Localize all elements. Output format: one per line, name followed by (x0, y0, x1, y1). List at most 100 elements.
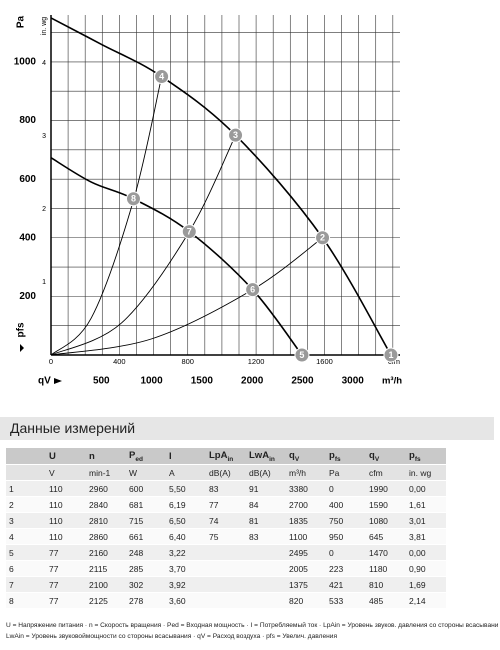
data-cell: 2115 (86, 561, 126, 576)
data-cell: 750 (326, 513, 366, 528)
data-cell (246, 561, 286, 576)
data-cell: 83 (206, 481, 246, 496)
unit-cell: dB(A) (206, 465, 246, 480)
data-cell: 75 (206, 529, 246, 544)
data-cell (206, 561, 246, 576)
header-text: LwA (249, 449, 270, 461)
y-tick-label: 800 (19, 115, 36, 126)
data-cell: 6 (6, 561, 46, 576)
header-text: q (289, 449, 295, 461)
data-cell: 2160 (86, 545, 126, 560)
data-cell: 0 (326, 545, 366, 560)
point-label: 4 (159, 71, 164, 81)
data-cell: 1080 (366, 513, 406, 528)
data-cell: 4 (6, 529, 46, 544)
data-cell: 84 (246, 497, 286, 512)
header-cell: Ped (126, 448, 166, 464)
x-tick-label: 3000 (342, 376, 365, 387)
data-cell: 681 (126, 497, 166, 512)
y2-tick-label: 4 (42, 60, 46, 67)
unit-cell: V (46, 465, 86, 480)
data-cell: 0,90 (406, 561, 446, 576)
data-cell (246, 593, 286, 608)
data-cell: 1 (6, 481, 46, 496)
data-cell: 81 (246, 513, 286, 528)
data-cell: 110 (46, 529, 86, 544)
header-sub: in (227, 455, 234, 463)
data-cell: 77 (206, 497, 246, 512)
data-cell: 3,81 (406, 529, 446, 544)
data-cell: 1470 (366, 545, 406, 560)
data-cell: 285 (126, 561, 166, 576)
point-label: 3 (233, 130, 238, 140)
header-text: LpA (209, 449, 228, 461)
header-text: P (129, 449, 136, 461)
data-cell: 83 (246, 529, 286, 544)
data-cell: 715 (126, 513, 166, 528)
data-cell: 3,60 (166, 593, 206, 608)
unit-cell: cfm (366, 465, 406, 480)
curve (50, 76, 163, 356)
curve (50, 157, 303, 356)
data-cell: 1990 (366, 481, 406, 496)
point-label: 2 (320, 233, 325, 243)
header-sub: fs (414, 455, 421, 463)
x-axis-unit: m³/h (382, 376, 402, 387)
unit-cell (6, 465, 46, 480)
x2-tick-label: 1600 (316, 357, 333, 366)
y-tick-label: 200 (19, 291, 36, 302)
point-label: 5 (299, 350, 304, 360)
section-title: Данные измерений (0, 417, 494, 440)
data-cell: 600 (126, 481, 166, 496)
data-row: 7 77 2100 302 3,92 1375 421 810 1,69 (6, 577, 446, 592)
data-cell: 6,19 (166, 497, 206, 512)
y-axis-symbol: pfs (16, 322, 27, 337)
footnote-line: U = Напряжение питания · n = Скорость вр… (6, 622, 498, 629)
data-cell: 950 (326, 529, 366, 544)
point-label: 8 (131, 194, 136, 204)
data-cell: 8 (6, 593, 46, 608)
point-marker (125, 191, 141, 207)
x-tick-label: 2500 (291, 376, 314, 387)
header-cell: LwAin (246, 448, 286, 464)
y-axis-label: Pa (16, 15, 27, 28)
header-sub: V (374, 455, 380, 463)
data-cell (206, 577, 246, 592)
x-tick-label: 500 (93, 376, 110, 387)
header-text: U (49, 450, 56, 462)
x2-tick-label: 400 (113, 357, 126, 366)
data-cell: 810 (366, 577, 406, 592)
point-marker (181, 224, 197, 240)
x2-tick-label: 800 (181, 357, 194, 366)
data-cell: 223 (326, 561, 366, 576)
data-cell: 485 (366, 593, 406, 608)
x-tick-label: 1000 (140, 376, 163, 387)
unit-cell: W (126, 465, 166, 480)
data-cell: 2700 (286, 497, 326, 512)
header-sub: ed (135, 455, 143, 463)
data-cell: 2840 (86, 497, 126, 512)
data-cell: 77 (46, 593, 86, 608)
header-text: p (329, 449, 335, 461)
x2-tick-label: 1200 (248, 357, 265, 366)
curve (50, 17, 392, 356)
data-cell: 110 (46, 513, 86, 528)
header-cell: pfs (406, 448, 446, 464)
data-cell: 2860 (86, 529, 126, 544)
data-cell: 7 (6, 577, 46, 592)
data-cell: 110 (46, 481, 86, 496)
data-cell: 3,01 (406, 513, 446, 528)
header-text: n (89, 450, 95, 462)
header-cell: I (166, 448, 206, 464)
unit-cell: min-1 (86, 465, 126, 480)
data-cell: 3 (6, 513, 46, 528)
header-text: q (369, 449, 375, 461)
data-cell: 0 (326, 481, 366, 496)
data-cell (246, 545, 286, 560)
data-cell: 3,92 (166, 577, 206, 592)
y2-tick-label: 3 (42, 133, 46, 140)
curve (50, 134, 236, 356)
